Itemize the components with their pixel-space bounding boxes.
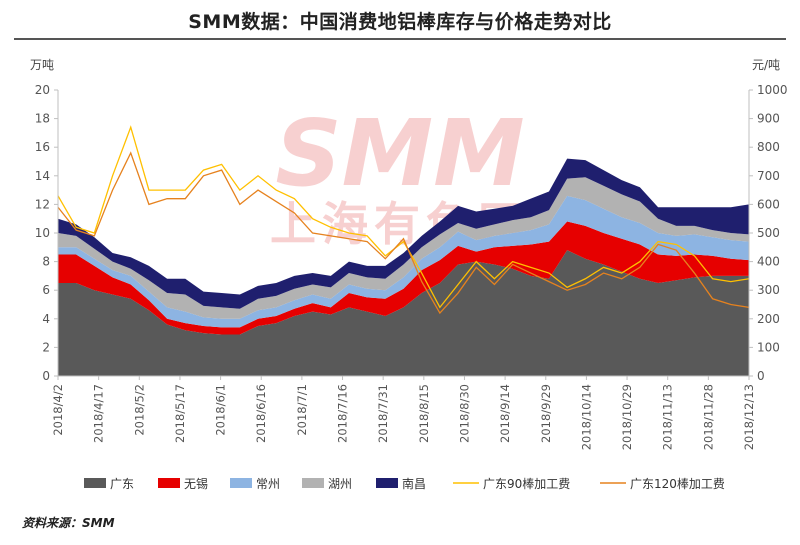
y-left-tick-label: 4 [42,312,50,326]
x-tick-label: 2018/9/14 [498,384,512,443]
y-right-tick-label: 1000 [757,83,788,97]
legend-swatch-广东 [84,478,106,488]
x-tick-label: 2018/10/29 [620,384,634,450]
line-series-广东120棒加工费 [57,151,750,315]
y-right-tick-label: 500 [757,226,780,240]
legend-swatch-南昌 [376,478,398,488]
legend-label-广东: 广东 [110,477,134,491]
price-lines [57,125,750,315]
chart-title-bar: SMM数据：中国消费地铝棒库存与价格走势对比 [0,0,800,42]
legend-label-广东120棒加工费: 广东120棒加工费 [630,477,725,491]
chart-title: SMM数据：中国消费地铝棒库存与价格走势对比 [188,11,612,33]
y-left-tick-label: 18 [35,112,50,126]
y-right-tick-label: 700 [757,169,780,183]
legend-swatch-常州 [230,478,252,488]
title-underline [14,38,786,40]
y-left-tick-label: 8 [42,255,50,269]
legend-label-无锡: 无锡 [184,476,208,491]
y-left-tick-label: 6 [42,283,50,297]
x-tick-label: 2018/11/13 [661,384,675,450]
x-tick-label: 2018/9/29 [539,384,553,443]
x-tick-label: 2018/6/1 [214,384,228,436]
y-right-tick-label: 300 [757,283,780,297]
legend-label-湖州: 湖州 [328,476,352,491]
x-tick-label: 2018/4/2 [51,384,65,436]
legend-label-广东90棒加工费: 广东90棒加工费 [483,477,570,491]
area-series-广东 [58,250,749,376]
axes: 0246810121416182001002003004005006007008… [30,58,788,450]
line-series-广东90棒加工费 [57,125,750,309]
x-tick-label: 2018/5/17 [173,384,187,443]
x-tick-label: 2018/8/30 [457,384,471,443]
y-right-tick-label: 200 [757,312,780,326]
y-left-tick-label: 16 [35,140,50,154]
y-right-tick-label: 800 [757,140,780,154]
area-series-无锡 [58,221,749,335]
y-left-unit: 万吨 [30,58,54,72]
source-note: 资料来源：SMM [22,516,115,530]
y-right-tick-label: 900 [757,112,780,126]
legend: 广东 无锡 常州 湖州 南昌 广东90棒加工费 广东120棒加工费 [84,476,725,491]
x-tick-label: 2018/7/1 [295,384,309,436]
legend-swatch-湖州 [302,478,324,488]
y-left-tick-label: 20 [35,83,50,97]
stacked-areas [58,158,749,376]
y-right-tick-label: 400 [757,255,780,269]
legend-swatch-无锡 [158,478,180,488]
y-left-tick-label: 10 [35,226,50,240]
y-right-tick-label: 0 [757,369,765,383]
y-left-tick-label: 14 [35,169,50,183]
y-right-tick-label: 100 [757,340,780,354]
x-tick-label: 2018/7/16 [336,384,350,443]
y-right-tick-label: 600 [757,197,780,211]
legend-label-南昌: 南昌 [402,476,426,491]
x-tick-label: 2018/5/2 [132,384,146,436]
x-tick-label: 2018/12/13 [742,384,756,450]
y-right-unit: 元/吨 [752,58,780,72]
x-tick-label: 2018/4/17 [92,384,106,443]
x-tick-label: 2018/11/28 [701,384,715,450]
x-tick-label: 2018/8/15 [417,384,431,443]
x-tick-label: 2018/7/31 [376,384,390,443]
y-left-tick-label: 0 [42,369,50,383]
legend-label-常州: 常州 [256,477,280,491]
watermark-logo: SMM [275,100,524,207]
y-left-tick-label: 12 [35,197,50,211]
x-tick-label: 2018/6/16 [254,384,268,443]
y-left-tick-label: 2 [42,340,50,354]
x-tick-label: 2018/10/14 [579,384,593,450]
